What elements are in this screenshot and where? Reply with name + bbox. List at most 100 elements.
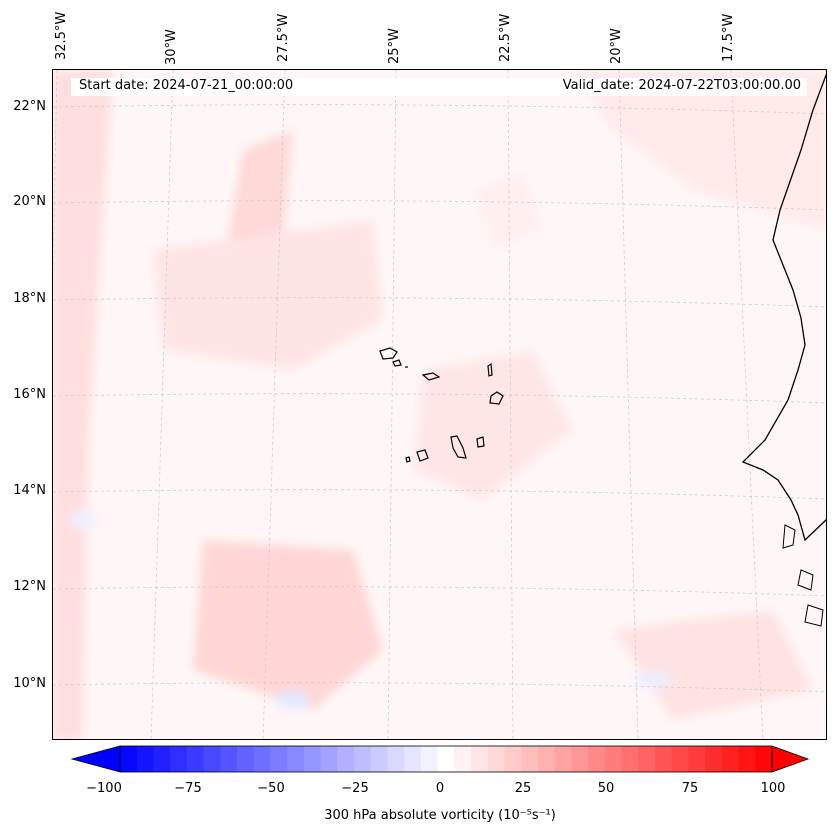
vort-blob-south: [193, 540, 383, 710]
lon-label-20w: 20°W: [609, 28, 624, 64]
colorbar-label: 300 hPa absolute vorticity (10⁻⁵s⁻¹): [324, 808, 556, 823]
vort-negative-patch-3: [69, 510, 97, 530]
island-santo-antao: [379, 347, 398, 360]
colorbar-cells: [120, 746, 773, 772]
island-fogo: [416, 449, 429, 462]
colorbar-cell: [387, 746, 405, 772]
parallel-20n: [53, 200, 826, 211]
parallel-16n: [53, 393, 826, 404]
colorbar-cell: [521, 746, 539, 772]
map-panel[interactable]: [52, 69, 827, 740]
island-maio: [476, 436, 485, 448]
colorbar-extend-max: [771, 745, 810, 773]
meridian-22-5w: [507, 70, 514, 739]
colorbar-cell: [136, 746, 155, 772]
colorbar-cell: [588, 746, 606, 772]
colorbar-cell: [604, 746, 623, 772]
colorbar-cell: [270, 746, 288, 772]
colorbar-cell: [621, 746, 639, 772]
lon-label-27-5w: 27.5°W: [276, 13, 291, 62]
colorbar-cell: [721, 746, 740, 772]
lon-label-22-5w: 22.5°W: [498, 13, 513, 62]
vort-blob-islands: [413, 350, 573, 500]
colorbar-cell: [253, 746, 272, 772]
colorbar-cell: [153, 746, 171, 772]
vort-negative-patch-2: [633, 672, 673, 688]
colorbar-tick-0: 0: [435, 781, 445, 796]
vort-light-patch: [473, 170, 543, 250]
colorbar-cell: [688, 746, 706, 772]
lat-label-14n: 14°N: [13, 483, 46, 498]
coastline-islands-guinea: [782, 524, 824, 627]
lon-label-25w: 25°W: [387, 28, 402, 64]
colorbar-cell: [755, 746, 773, 772]
colorbar-cell: [303, 746, 322, 772]
colorbar-cell: [186, 746, 205, 772]
colorbar: [70, 745, 810, 773]
colorbar-cell: [203, 746, 221, 772]
colorbar-cell: [404, 746, 422, 772]
lat-label-16n: 16°N: [13, 387, 46, 402]
lat-label-20n: 20°N: [13, 194, 46, 209]
lon-label-30w: 30°W: [164, 29, 179, 65]
valid-date: Valid_date: 2024-07-22T03:00:00.00: [562, 78, 801, 93]
vort-band-central: [153, 220, 383, 370]
lon-label-17-5w: 17.5°W: [721, 13, 736, 62]
lat-label-22n: 22°N: [13, 99, 46, 114]
start-date: Start date: 2024-07-21_00:00:00: [79, 78, 294, 93]
colorbar-cell: [454, 746, 472, 772]
parallel-18n: [53, 297, 826, 308]
colorbar-cell: [738, 746, 756, 772]
island-boa-vista: [489, 391, 504, 405]
parallel-10n: [53, 682, 826, 693]
colorbar-cell: [420, 746, 439, 772]
meridian-17-5w: [730, 70, 764, 739]
meridian-20w: [618, 70, 639, 739]
colorbar-cell: [571, 746, 589, 772]
colorbar-tick-50: 50: [597, 781, 615, 796]
colorbar-cell: [437, 746, 455, 772]
cape-verde-islands: [379, 347, 504, 463]
colorbar-tick-minus100: −100: [86, 781, 122, 796]
lat-label-10n: 10°N: [13, 676, 46, 691]
colorbar-cell: [120, 746, 138, 772]
graticule: [53, 70, 826, 739]
colorbar-tick-minus75: −75: [174, 781, 202, 796]
island-santiago: [450, 435, 467, 459]
colorbar-cell: [287, 746, 305, 772]
colorbar-cell: [337, 746, 355, 772]
vort-negative-patch-1: [275, 691, 311, 709]
colorbar-cell: [671, 746, 690, 772]
colorbar-tick-75: 75: [681, 781, 699, 796]
meridian-25w: [387, 70, 397, 739]
colorbar-cell: [554, 746, 572, 772]
island-sal: [487, 362, 493, 377]
colorbar-frame: [119, 745, 773, 773]
colorbar-cell: [320, 746, 338, 772]
island-sao-nicolau: [421, 372, 441, 381]
meridian-27-5w: [262, 70, 286, 739]
island-sao-vicente: [392, 359, 402, 367]
parallel-12n: [53, 586, 826, 597]
colorbar-tick-minus25: −25: [341, 781, 369, 796]
colorbar-cell: [354, 746, 372, 772]
colorbar-cell: [638, 746, 656, 772]
lat-label-18n: 18°N: [13, 291, 46, 306]
vorticity-shading: [53, 70, 826, 739]
colorbar-tick-minus50: −50: [257, 781, 285, 796]
colorbar-tick-100: 100: [760, 781, 786, 796]
colorbar-cell: [504, 746, 522, 772]
meridian-30w: [150, 70, 174, 739]
colorbar-cell: [487, 746, 506, 772]
vort-band-northeast: [573, 70, 826, 230]
vort-band-west: [53, 70, 113, 739]
info-bar: [71, 78, 807, 96]
colorbar-cell: [654, 746, 673, 772]
colorbar-cell: [370, 746, 389, 772]
colorbar-cell: [537, 746, 556, 772]
vorticity-map: [53, 70, 826, 739]
colorbar-cell: [237, 746, 255, 772]
lat-label-12n: 12°N: [13, 579, 46, 594]
vort-blob-southeast: [613, 610, 813, 720]
parallel-14n: [53, 489, 826, 500]
